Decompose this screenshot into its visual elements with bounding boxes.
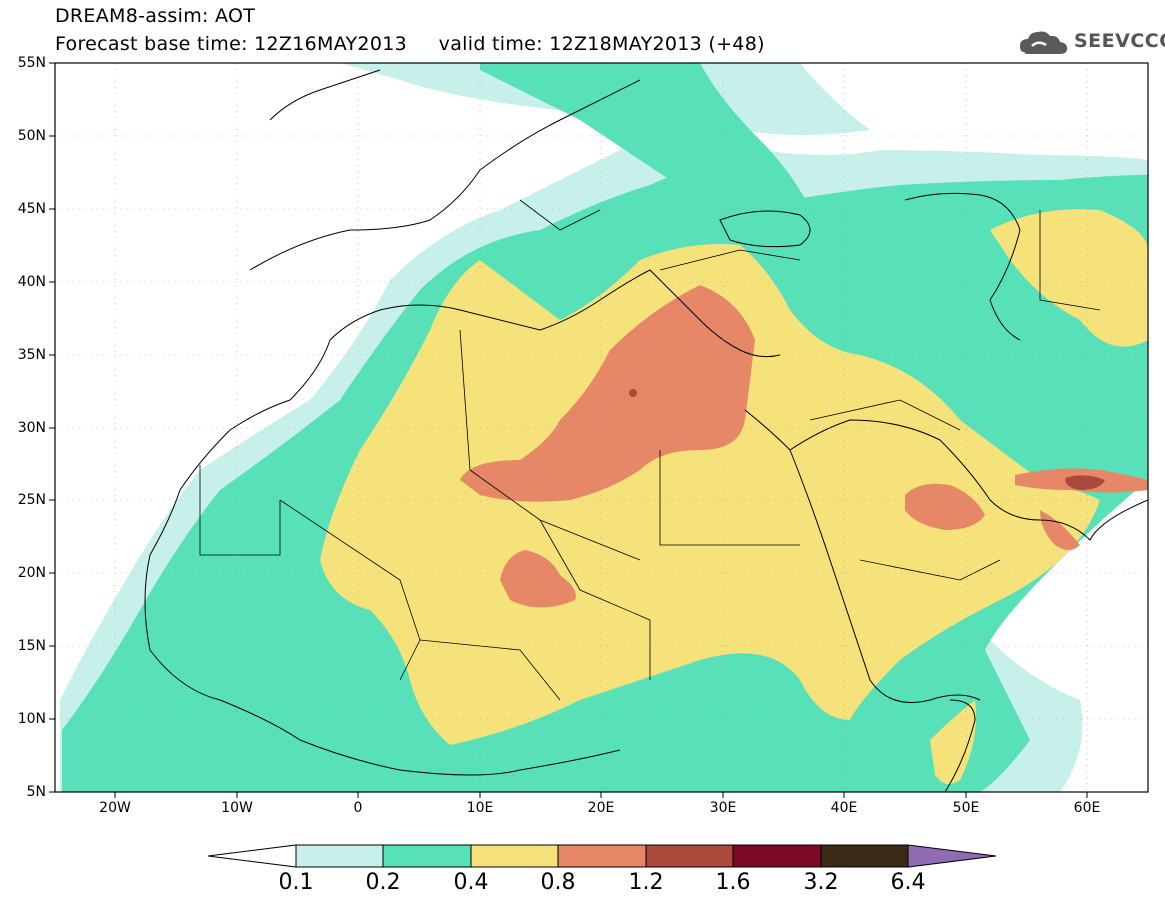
lat-label: 40N [17, 274, 46, 290]
borders [199, 199, 1101, 701]
lat-label: 25N [17, 492, 46, 508]
colorbar [207, 844, 997, 868]
lon-label: 60E [1073, 800, 1101, 816]
colorbar-box-6 [732, 844, 822, 868]
lon-label: 20E [587, 800, 615, 816]
colorbar-box-2 [382, 844, 472, 868]
lon-label: 40E [830, 800, 858, 816]
aot-band-1.2-spot [1065, 475, 1105, 490]
logo-text: SEEVCCC [1074, 30, 1165, 52]
colorbar-box-1 [295, 844, 384, 868]
lat-label: 50N [17, 128, 46, 144]
lat-label: 20N [17, 565, 46, 581]
aot-band-0.4-caspian [990, 209, 1148, 347]
aot-band-1.2-libya [629, 389, 637, 397]
lat-label: 35N [17, 347, 46, 363]
lon-label: 10W [221, 800, 253, 816]
colorbar-label: 0.1 [278, 870, 314, 895]
colorbar-label: 1.6 [715, 870, 751, 895]
seevccc-cloud-logo-icon [1020, 31, 1068, 54]
aot-band-0.4-somalia [930, 700, 976, 784]
colorbar-label: 0.4 [453, 870, 489, 895]
aot-band-0.8 [460, 285, 755, 502]
colorbar-label: 0.2 [365, 870, 401, 895]
colorbar-label: 6.4 [890, 870, 926, 895]
lat-label: 15N [17, 638, 46, 654]
lat-label: 45N [17, 201, 46, 217]
colorbar-box-4 [557, 844, 647, 868]
black-sea-outline [719, 210, 811, 248]
colorbar-over-arrow [907, 844, 997, 868]
colorbar-under-arrow [207, 844, 297, 868]
aot-band-0.8-chad [500, 550, 576, 608]
lon-label: 30E [709, 800, 737, 816]
coastlines [144, 69, 1148, 792]
lon-label: 10E [466, 800, 494, 816]
lon-label: 50E [952, 800, 980, 816]
grid-lines [55, 63, 1148, 792]
colorbar-box-3 [470, 844, 559, 868]
colorbar-label: 3.2 [803, 870, 839, 895]
lat-label: 5N [26, 784, 46, 800]
colorbar-box-5 [645, 844, 734, 868]
aot-band-0.4 [320, 244, 1100, 745]
lon-label: 0 [353, 800, 363, 816]
lat-label: 10N [17, 711, 46, 727]
colorbar-box-7 [820, 844, 909, 868]
lon-label: 20W [99, 800, 131, 816]
colorbar-label: 1.2 [628, 870, 664, 895]
aot-band-0.8-arabia [905, 483, 985, 530]
lat-label: 55N [17, 55, 46, 71]
aot-band-0.8-gulf [1040, 510, 1080, 550]
map-title: DREAM8-assim: AOT [55, 5, 256, 27]
lat-label: 30N [17, 420, 46, 436]
forecast-times: Forecast base time: 12Z16MAY2013 valid t… [55, 33, 765, 55]
colorbar-label: 0.8 [540, 870, 576, 895]
axis-ticks [49, 62, 1088, 798]
aot-band-0.2-north [480, 63, 820, 230]
